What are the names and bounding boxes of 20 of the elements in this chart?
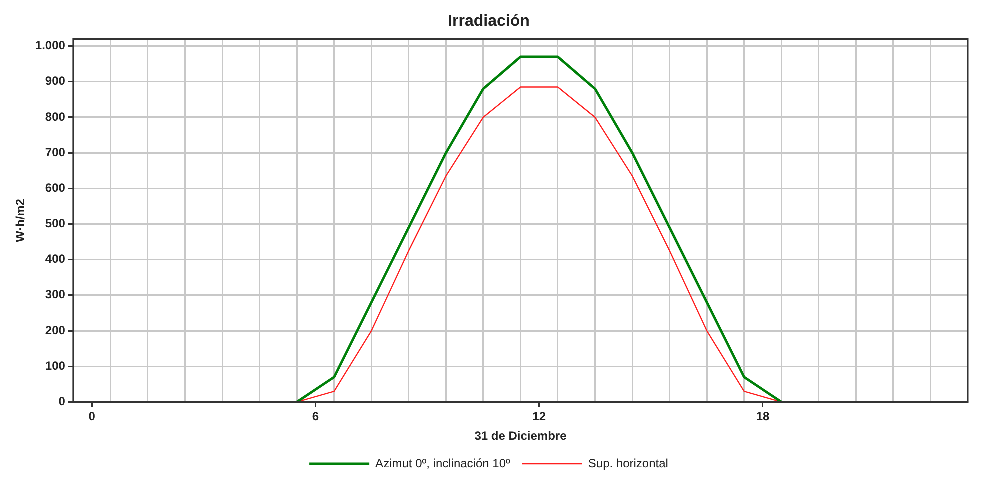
y-tick-label: 1.000 <box>35 38 66 53</box>
y-tick-label: 100 <box>45 358 66 373</box>
legend-label: Azimut 0º, inclinación 10º <box>376 456 512 470</box>
y-tick-label: 900 <box>45 74 66 88</box>
y-tick-label: 700 <box>45 145 66 160</box>
y-tick-label: 200 <box>45 323 66 338</box>
chart-title: Irradiación <box>448 13 530 30</box>
x-tick-label: 0 <box>88 410 96 424</box>
y-tick-label: 600 <box>45 180 66 195</box>
y-axis-title: W·h/m2 <box>14 198 28 242</box>
x-tick-label: 6 <box>312 410 320 424</box>
y-tick-label: 500 <box>45 216 66 231</box>
y-tick-label: 300 <box>45 288 66 302</box>
x-tick-label: 12 <box>532 410 546 424</box>
legend-label: Sup. horizontal <box>588 456 668 470</box>
x-tick-label: 18 <box>756 410 770 424</box>
y-tick-label: 400 <box>45 252 66 266</box>
y-tick-label: 0 <box>58 394 66 409</box>
y-tick-label: 800 <box>45 110 66 124</box>
x-axis-title: 31 de Diciembre <box>474 429 568 444</box>
